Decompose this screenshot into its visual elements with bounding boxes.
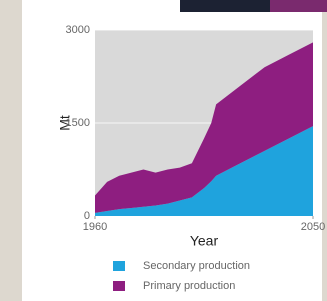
x-tick-label: 2050 xyxy=(301,221,325,233)
photo-crop-accent xyxy=(270,0,327,12)
legend-swatch xyxy=(113,261,125,271)
x-tick-label: 1960 xyxy=(83,221,107,233)
plot xyxy=(95,30,313,219)
legend-label: Primary production xyxy=(143,280,235,292)
legend-swatch xyxy=(113,281,125,291)
y-tick-label: 3000 xyxy=(66,24,90,36)
screenshot: Year Mt 01500300019602050Secondary produ… xyxy=(0,0,327,301)
legend-label: Secondary production xyxy=(143,260,250,272)
x-axis-label: Year xyxy=(190,233,219,249)
y-tick-label: 1500 xyxy=(66,117,90,129)
